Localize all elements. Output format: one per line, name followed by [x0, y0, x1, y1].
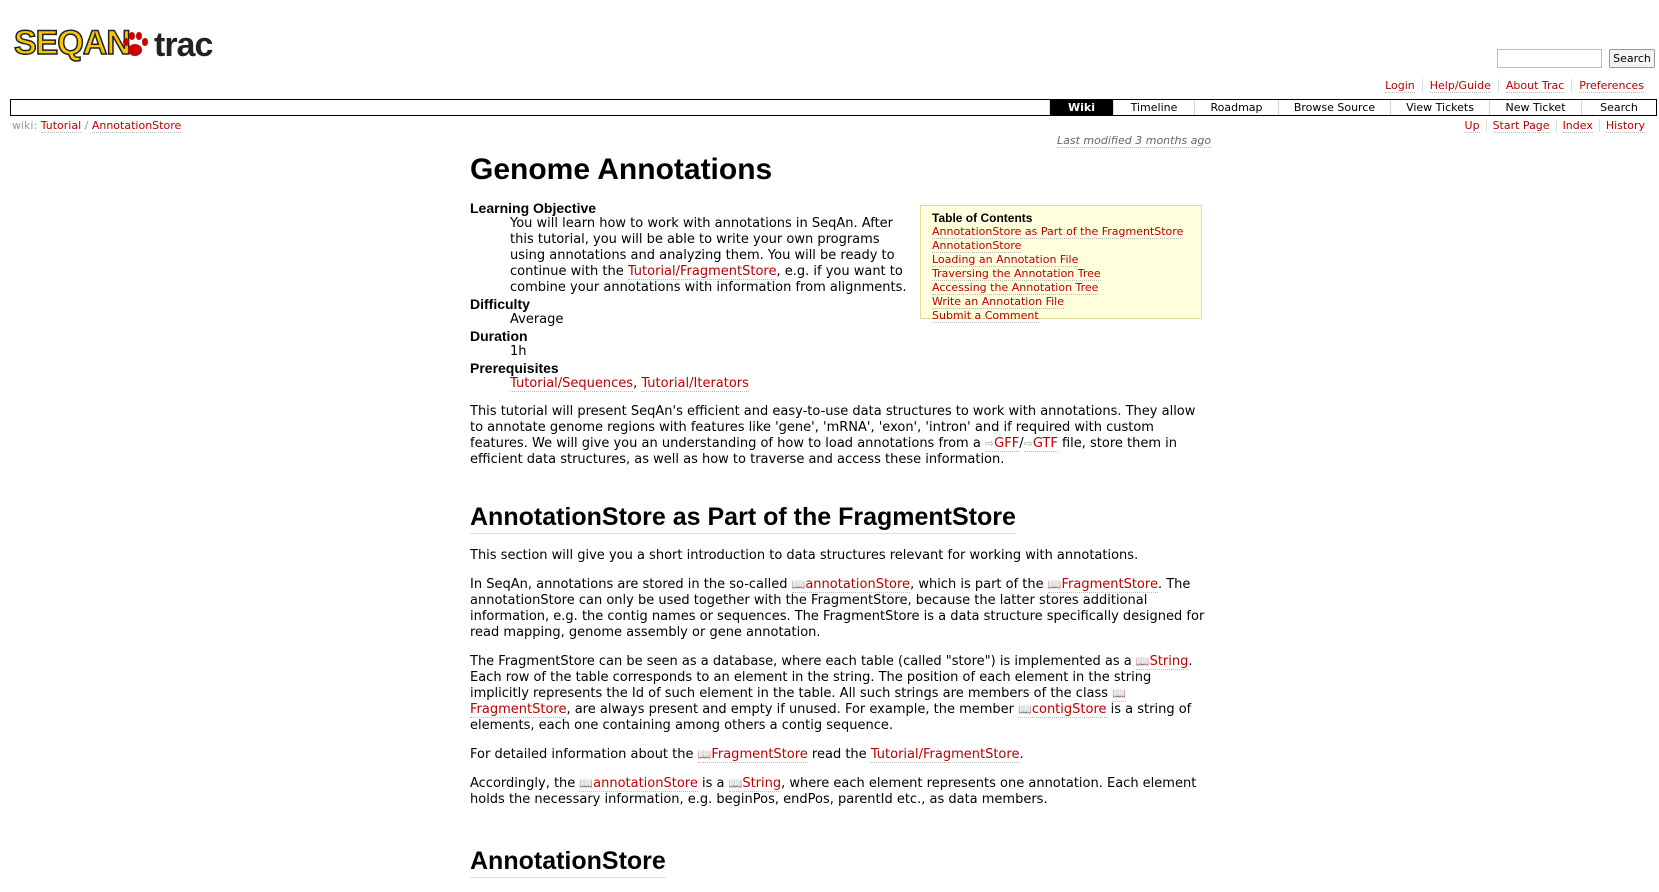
nav-tab-wiki[interactable]: Wiki [1049, 100, 1113, 115]
logo-seqan-text: SEQAN [13, 23, 131, 63]
seqan-trac-logo[interactable]: SEQAN trac [13, 10, 214, 80]
up-link[interactable]: Up [1464, 119, 1480, 133]
toc-title: Table of Contents [932, 211, 1033, 225]
string-doc-link[interactable]: 📖String [1135, 654, 1189, 670]
breadcrumb-prefix: wiki: [12, 119, 38, 132]
page-title: Genome Annotations [470, 153, 773, 186]
contigstore-doc-link[interactable]: 📖contigStore [1018, 702, 1107, 718]
table-of-contents: Table of Contents AnnotationStore as Par… [920, 205, 1202, 323]
breadcrumb-annotationstore[interactable]: AnnotationStore [91, 119, 182, 133]
fragmentstore-doc-link[interactable]: 📖FragmentStore [1047, 577, 1158, 593]
breadcrumb-tutorial[interactable]: Tutorial [40, 119, 82, 133]
main-navigation: Wiki Timeline Roadmap Browse Source View… [10, 99, 1657, 116]
nav-tab-view-tickets[interactable]: View Tickets [1390, 100, 1489, 115]
toc-item[interactable]: Write an Annotation File [932, 295, 1064, 309]
string-doc-link[interactable]: 📖String [728, 776, 782, 792]
nav-tab-timeline[interactable]: Timeline [1113, 100, 1194, 115]
about-trac-link[interactable]: About Trac [1505, 79, 1565, 93]
prerequisites-label: Prerequisites [470, 360, 559, 376]
section-paragraph: For detailed information about the 📖Frag… [470, 747, 1024, 763]
tutorial-sequences-link[interactable]: Tutorial/Sequences [510, 376, 634, 392]
login-link[interactable]: Login [1385, 79, 1415, 93]
toc-item[interactable]: Submit a Comment [932, 309, 1039, 323]
last-modified-link[interactable]: Last modified 3 months ago [1057, 134, 1212, 148]
learning-objective-label: Learning Objective [470, 200, 597, 216]
book-icon: 📖 [579, 777, 594, 790]
tutorial-fragmentstore-link[interactable]: Tutorial/FragmentStore [627, 264, 777, 280]
section-paragraph: Accordingly, the 📖annotationStore is a 📖… [470, 776, 1197, 807]
toc-item[interactable]: Loading an Annotation File [932, 253, 1079, 267]
preferences-link[interactable]: Preferences [1579, 79, 1644, 93]
tutorial-meta: Learning Objective You will learn how to… [470, 200, 910, 392]
nav-tab-search[interactable]: Search [1581, 100, 1656, 115]
nav-tab-new-ticket[interactable]: New Ticket [1489, 100, 1581, 115]
prerequisites-value: Tutorial/Sequences, Tutorial/Iterators [510, 376, 749, 392]
nav-tab-roadmap[interactable]: Roadmap [1194, 100, 1278, 115]
intro-paragraph: This tutorial will present SeqAn's effic… [470, 404, 1196, 467]
breadcrumb-separator: / [81, 119, 92, 132]
toc-item[interactable]: AnnotationStore [932, 239, 1022, 253]
section-heading: AnnotationStore as Part of the FragmentS… [470, 501, 1016, 534]
index-link[interactable]: Index [1562, 119, 1593, 133]
difficulty-value: Average [510, 312, 564, 327]
annotationstore-doc-link[interactable]: 📖annotationStore [791, 577, 911, 593]
book-icon: 📖 [728, 777, 743, 790]
help-guide-link[interactable]: Help/Guide [1429, 79, 1491, 93]
breadcrumb: wiki: Tutorial / AnnotationStore [12, 119, 182, 133]
book-icon: 📖 [791, 578, 806, 591]
nav-tab-browse-source[interactable]: Browse Source [1278, 100, 1390, 115]
section-heading: AnnotationStore [470, 845, 666, 878]
duration-value: 1h [510, 344, 527, 359]
section-paragraph: This section will give you a short intro… [470, 548, 1139, 563]
annotationstore-doc-link[interactable]: 📖annotationStore [579, 776, 698, 792]
context-navigation: Up Start Page Index History [1459, 119, 1651, 133]
tutorial-fragmentstore-link[interactable]: Tutorial/FragmentStore [870, 747, 1020, 763]
book-icon: 📖 [1047, 578, 1062, 591]
book-icon: 📖 [1135, 655, 1150, 668]
gtf-link[interactable]: ⇨GTF [1023, 436, 1058, 452]
toc-item[interactable]: Accessing the Annotation Tree [932, 281, 1099, 295]
start-page-link[interactable]: Start Page [1492, 119, 1550, 133]
external-link-icon: ⇨ [984, 437, 995, 450]
duration-label: Duration [470, 328, 528, 344]
difficulty-label: Difficulty [470, 296, 530, 312]
fragmentstore-doc-link[interactable]: 📖FragmentStore [697, 747, 808, 763]
external-link-icon: ⇨ [1023, 437, 1033, 450]
wiki-content: Genome Annotations Learning Objective Yo… [470, 150, 1205, 878]
history-link[interactable]: History [1605, 119, 1645, 133]
logo-trac-text: trac [154, 26, 213, 64]
tutorial-iterators-link[interactable]: Tutorial/Iterators [641, 376, 749, 392]
toc-item[interactable]: AnnotationStore as Part of the FragmentS… [932, 225, 1184, 239]
book-icon: 📖 [1018, 703, 1032, 716]
section-paragraph: In SeqAn, annotations are stored in the … [470, 577, 1205, 640]
meta-navigation: Login Help/Guide About Trac Preferences [1378, 79, 1651, 93]
book-icon: 📖 [1112, 687, 1126, 700]
book-icon: 📖 [697, 748, 712, 761]
gff-link[interactable]: ⇨GFF [984, 436, 1020, 452]
search-button[interactable]: Search [1609, 49, 1655, 68]
section-paragraph: The FragmentStore can be seen as a datab… [470, 654, 1193, 733]
search-input[interactable] [1497, 49, 1602, 68]
fragmentstore-doc-link[interactable]: 📖FragmentStore [470, 686, 1126, 718]
toc-item[interactable]: Traversing the Annotation Tree [932, 267, 1101, 281]
learning-objective-text: You will learn how to work with annotati… [510, 216, 907, 295]
paw-icon [123, 32, 148, 56]
